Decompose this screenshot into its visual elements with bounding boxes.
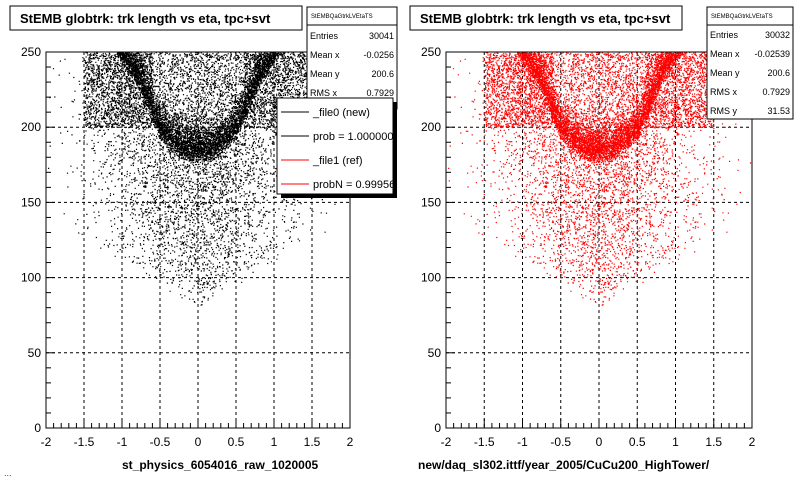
right-x-axis-label: new/daq_sl302.ittf/year_2005/CuCu200_Hig… [418, 458, 710, 472]
x-tick-label: 1.5 [304, 435, 321, 449]
x-tick-label: -0.5 [150, 435, 171, 449]
y-tick-label: 100 [421, 271, 441, 285]
x-tick-label: 2 [749, 435, 756, 449]
right-pad: StEMB globtrk: trk length vs eta, tpc+sv… [409, 5, 794, 472]
left-stats-name: StEMBQaGtrkLVEtaTS [311, 14, 373, 20]
y-tick-label: 50 [428, 346, 442, 360]
y-tick-label: 150 [421, 195, 441, 209]
x-tick-label: 0.5 [629, 435, 646, 449]
x-tick-label: -2 [41, 435, 52, 449]
y-tick-label: 150 [21, 195, 41, 209]
stats-label: Mean y [710, 68, 740, 78]
stats-value: 200.6 [767, 68, 790, 78]
right-stats-name: StEMBQaGtrkLVEtaTS [711, 14, 773, 20]
x-tick-label: -1.5 [74, 435, 95, 449]
right-scatter-points [448, 52, 752, 306]
stats-label: Entries [710, 30, 739, 40]
y-tick-label: 250 [421, 45, 441, 59]
y-tick-label: 50 [28, 346, 42, 360]
x-tick-label: -1.5 [474, 435, 495, 449]
legend-entry: prob = 1.000000 [313, 131, 393, 143]
y-tick-label: 100 [21, 271, 41, 285]
stats-value: 30032 [765, 30, 790, 40]
right-axis-ticks: -2 -1.5 -1 -0.5 0 0.5 1 1.5 2 0 50 100 150 200 250 [421, 45, 756, 449]
stats-label: Mean x [310, 50, 340, 60]
footer-text: ... [4, 468, 12, 478]
x-tick-label: -1 [517, 435, 528, 449]
stats-label: Entries [310, 31, 339, 41]
y-tick-label: 200 [421, 120, 441, 134]
stats-label: RMS x [710, 87, 738, 97]
x-tick-label: -2 [441, 435, 452, 449]
y-tick-label: 250 [21, 45, 41, 59]
y-tick-label: 0 [434, 421, 441, 435]
left-chart-title: StEMB globtrk: trk length vs eta, tpc+sv… [20, 11, 271, 26]
right-chart-title: StEMB globtrk: trk length vs eta, tpc+sv… [420, 11, 671, 26]
x-tick-label: 0.5 [228, 435, 245, 449]
stats-value: -0.0256 [363, 50, 394, 60]
legend-box: _file0 (new) prob = 1.000000 _file1 (ref) p… [276, 97, 397, 198]
stats-label: RMS x [310, 88, 338, 98]
legend-entry: _file1 (ref) [312, 155, 363, 167]
y-tick-label: 0 [34, 421, 41, 435]
stats-label: RMS y [710, 106, 738, 116]
x-tick-label: 1.5 [705, 435, 722, 449]
stats-value: 30041 [369, 31, 394, 41]
left-scatter-points [48, 52, 350, 306]
legend-entry: probN = 0.99956 [313, 179, 395, 191]
legend-entry: _file0 (new) [312, 107, 370, 119]
stats-label: Mean x [710, 49, 740, 59]
left-stats-box: StEMBQaGtrkLVEtaTS Entries 30041 Mean x -0.… [306, 6, 398, 110]
left-pad: StEMB globtrk: trk length vs eta, tpc+sv… [9, 5, 398, 472]
y-tick-label: 200 [21, 120, 41, 134]
x-tick-label: 0 [195, 435, 202, 449]
x-tick-label: 1 [672, 435, 679, 449]
stats-value: 31.53 [767, 106, 790, 116]
stats-value: -0.02539 [754, 49, 790, 59]
x-tick-label: -0.5 [550, 435, 571, 449]
right-stats-box: StEMBQaGtrkLVEtaTS Entries 30032 Mean x -0.… [706, 6, 794, 120]
x-tick-label: 1 [271, 435, 278, 449]
x-tick-label: 0 [596, 435, 603, 449]
stats-value: 200.6 [371, 69, 394, 79]
right-title-box: StEMB globtrk: trk length vs eta, tpc+sv… [409, 5, 683, 31]
stats-label: Mean y [310, 69, 340, 79]
x-tick-label: -1 [117, 435, 128, 449]
stats-value: 0.7929 [366, 88, 394, 98]
left-x-axis-label: st_physics_6054016_raw_1020005 [122, 458, 318, 472]
left-title-box: StEMB globtrk: trk length vs eta, tpc+sv… [9, 5, 303, 31]
scatter-markers [448, 52, 752, 306]
x-tick-label: 2 [347, 435, 354, 449]
stats-value: 0.7929 [762, 87, 790, 97]
left-axis-ticks: -2 -1.5 -1 -0.5 0 0.5 1 1.5 2 0 50 100 150 200 250 [21, 45, 354, 449]
scatter-markers [48, 52, 350, 306]
